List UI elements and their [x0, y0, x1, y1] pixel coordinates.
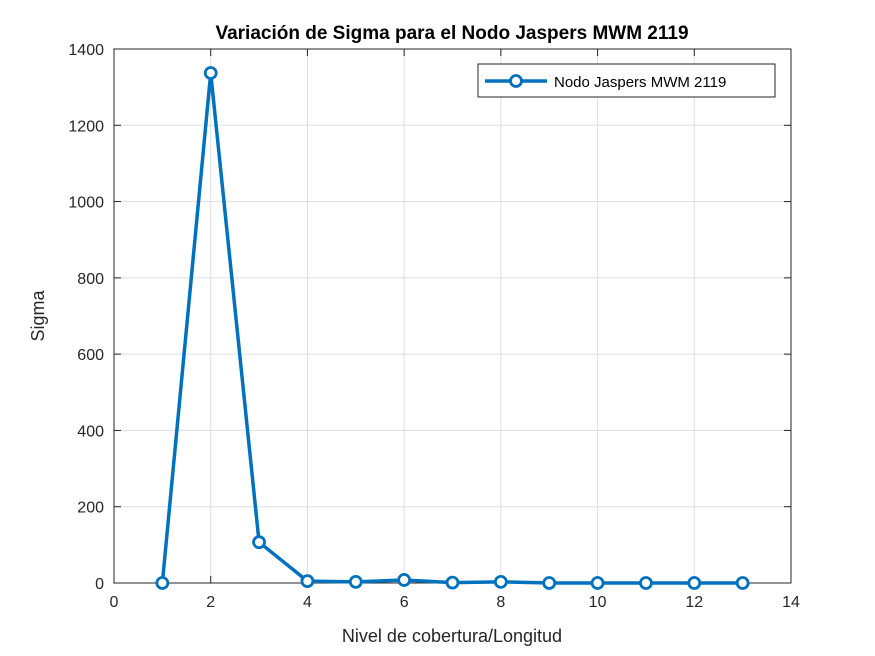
- x-tick-label: 12: [685, 594, 703, 611]
- y-tick-label: 1200: [68, 118, 104, 135]
- series-layer: [155, 66, 750, 590]
- data-point: [203, 66, 218, 80]
- x-tick-label: 10: [589, 594, 607, 611]
- x-tick-label: 2: [206, 594, 215, 611]
- data-point: [252, 535, 266, 550]
- x-tick-label: 8: [496, 594, 505, 611]
- y-tick-label: 200: [77, 500, 104, 517]
- legend-label: Nodo Jaspers MWM 2119: [554, 74, 726, 91]
- x-tick-label: 4: [303, 594, 312, 611]
- y-tick-label: 1000: [68, 195, 104, 212]
- x-tick-label: 0: [110, 594, 119, 611]
- data-point: [639, 576, 653, 590]
- data-point: [493, 574, 508, 589]
- y-tick-label: 400: [77, 423, 104, 440]
- x-axis-label: Nivel de cobertura/Longitud: [342, 626, 562, 646]
- y-tick-label: 600: [77, 347, 104, 364]
- plot-area: [114, 49, 791, 583]
- data-point: [348, 574, 363, 589]
- chart-title: Variación de Sigma para el Nodo Jaspers …: [215, 23, 688, 44]
- data-point: [397, 573, 412, 587]
- y-tick-label: 1400: [68, 42, 104, 59]
- x-tick-label: 14: [782, 594, 800, 611]
- data-point: [445, 575, 460, 590]
- data-point: [590, 576, 605, 590]
- data-point: [300, 574, 315, 588]
- y-axis-label: Sigma: [28, 290, 48, 342]
- data-point: [687, 576, 702, 590]
- y-tick-label: 800: [77, 271, 104, 288]
- legend: Nodo Jaspers MWM 2119: [477, 63, 776, 98]
- x-tick-label: 6: [400, 594, 409, 611]
- legend-marker-swatch: [509, 74, 523, 88]
- data-point: [155, 576, 170, 590]
- data-point: [735, 576, 750, 590]
- data-point: [542, 576, 557, 590]
- axis-ticks: 0 2 4 6 8 10 12 14 0 200 400 600 800 1000 1200 1400: [68, 42, 800, 611]
- y-tick-label: 0: [95, 576, 104, 593]
